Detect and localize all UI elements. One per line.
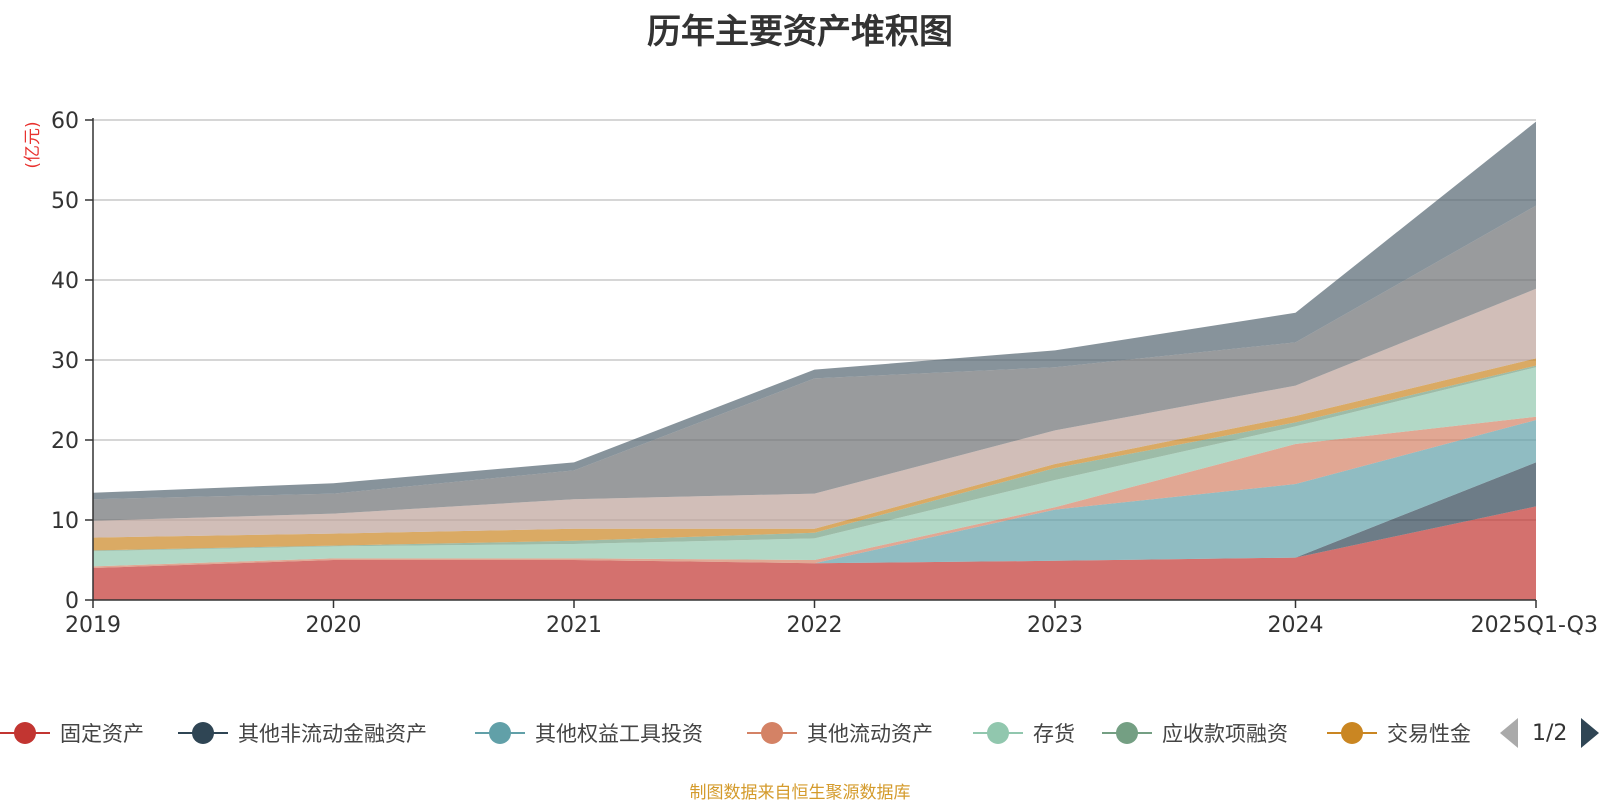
y-tick-label: 0 [65, 589, 79, 614]
legend-item[interactable]: 应收款项融资 [1102, 713, 1288, 753]
legend-dot-icon [192, 722, 214, 744]
x-tick-label: 2022 [787, 613, 843, 638]
y-tick-label: 10 [51, 509, 79, 534]
legend-dot-icon [1341, 722, 1363, 744]
legend-label: 存货 [1033, 722, 1075, 746]
legend-marker-icon [178, 722, 228, 744]
legend-marker-icon [0, 722, 50, 744]
area-series-9 [93, 205, 1536, 521]
area-series-8 [93, 288, 1536, 538]
y-tick-label: 50 [51, 189, 79, 214]
legend-label: 应收款项融资 [1162, 722, 1288, 746]
area-series-3 [93, 420, 1536, 568]
x-tick-label: 2024 [1268, 613, 1324, 638]
legend-item[interactable]: 存货 [973, 713, 1075, 753]
source-note: 制图数据来自恒生聚源数据库 [689, 783, 911, 803]
legend-marker-icon [1327, 722, 1377, 744]
legend-label: 其他非流动金融资产 [238, 722, 427, 746]
x-tick-label: 2019 [65, 613, 121, 638]
legend-pager: 1/2 [1500, 716, 1600, 750]
legend-marker-icon [1102, 722, 1152, 744]
x-tick-label: 2020 [306, 613, 362, 638]
legend-marker-icon [747, 722, 797, 744]
legend-label: 其他权益工具投资 [535, 722, 703, 746]
legend-marker-icon [973, 722, 1023, 744]
legend-dot-icon [489, 722, 511, 744]
legend-item[interactable]: 其他权益工具投资 [475, 713, 703, 753]
legend-label: 固定资产 [60, 722, 144, 746]
pager-prev-icon[interactable] [1500, 718, 1518, 748]
y-tick-label: 40 [51, 269, 79, 294]
legend-label: 交易性金 [1387, 722, 1471, 746]
pager-next-icon[interactable] [1581, 718, 1600, 748]
chart-title: 历年主要资产堆积图 [647, 12, 953, 52]
area-series-1 [93, 506, 1536, 600]
y-tick-label: 30 [51, 349, 79, 374]
legend-item[interactable]: 固定资产 [0, 713, 144, 753]
legend-dot-icon [761, 722, 783, 744]
axis-layer: 0 10 20 30 40 50 60 2019 2020 2021 2022 2023 2024 202… [51, 109, 1598, 638]
legend-dot-icon [1116, 722, 1138, 744]
legend-dot-icon [987, 722, 1009, 744]
area-layer [93, 121, 1536, 600]
legend-dot-icon [14, 722, 36, 744]
legend-item[interactable]: 其他非流动金融资产 [178, 713, 427, 753]
pager-text: 1/2 [1532, 720, 1568, 746]
x-tick-label: 2025Q1-Q3 [1471, 613, 1598, 638]
x-tick-label: 2023 [1027, 613, 1083, 638]
y-tick-label: 20 [51, 429, 79, 454]
legend-label: 其他流动资产 [807, 722, 933, 746]
legend-marker-icon [475, 722, 525, 744]
legend-item[interactable]: 交易性金 [1327, 713, 1471, 753]
x-tick-label: 2021 [546, 613, 602, 638]
y-axis-label: (亿元) [23, 121, 43, 168]
legend-item[interactable]: 其他流动资产 [747, 713, 933, 753]
y-tick-label: 60 [51, 109, 79, 134]
